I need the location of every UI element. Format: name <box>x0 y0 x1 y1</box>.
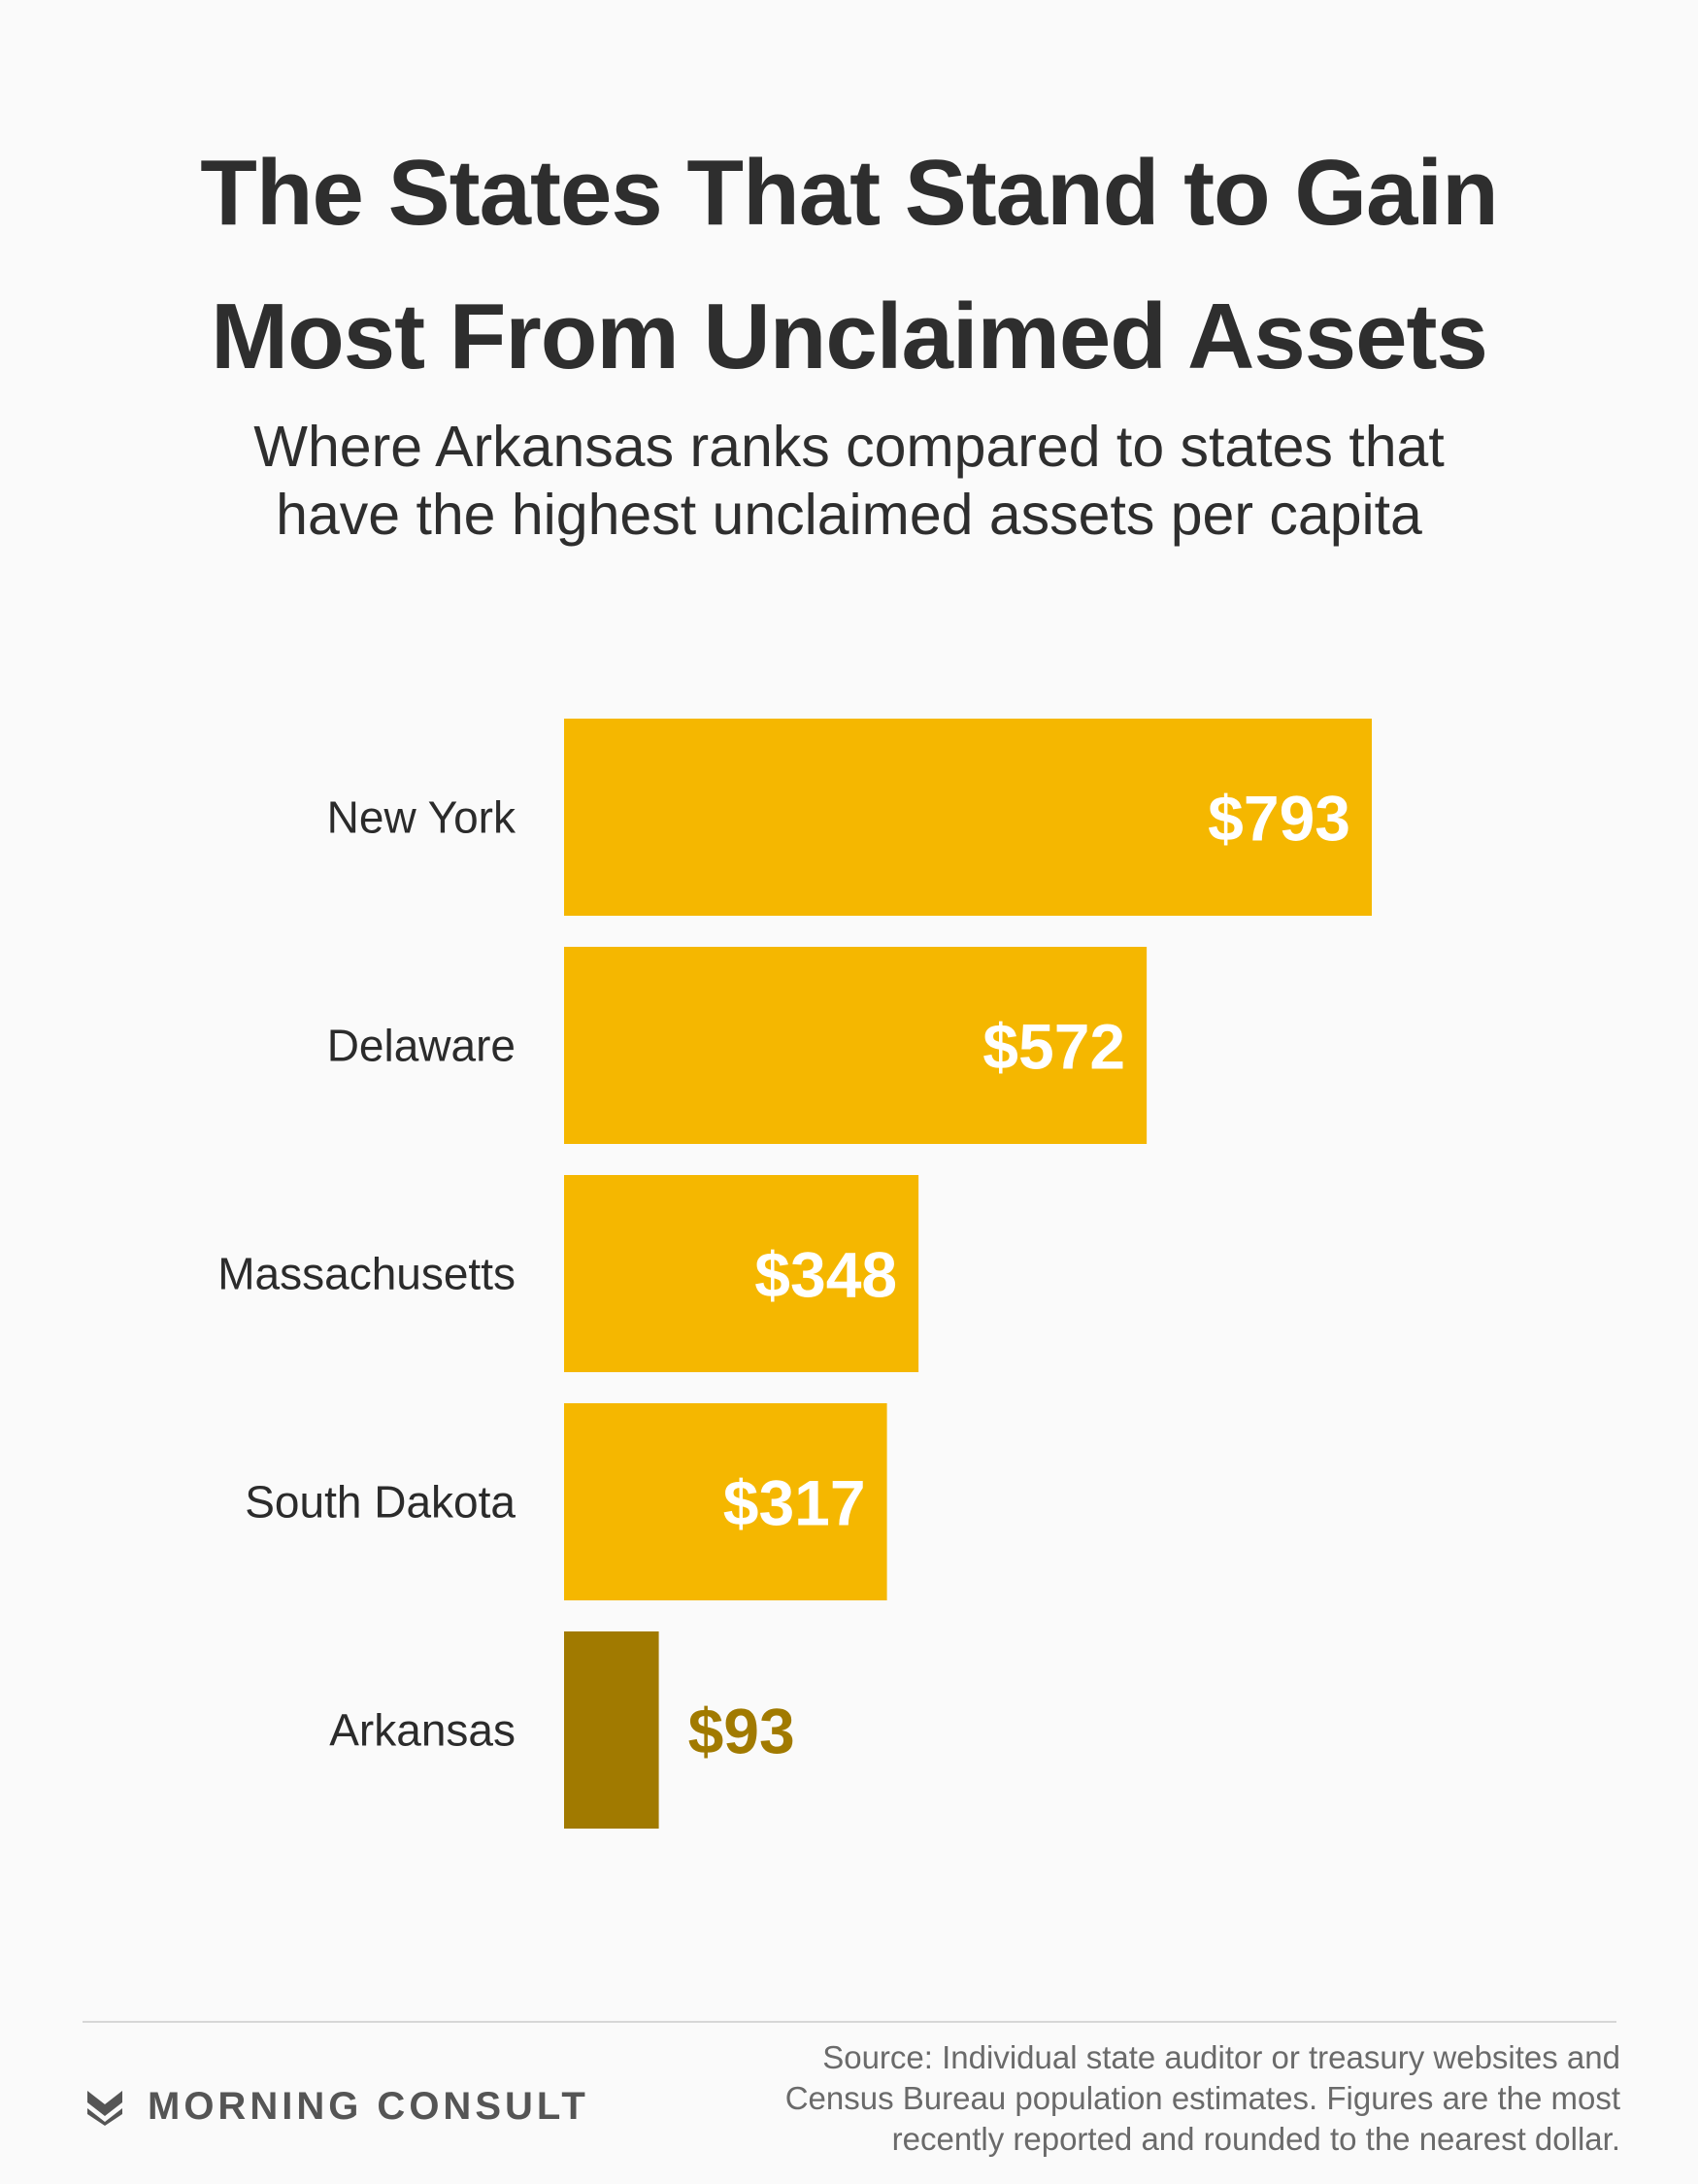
bar-delaware <box>564 947 1148 1144</box>
data-label: $93 <box>688 1696 795 1767</box>
footer-divider <box>83 2021 1616 2023</box>
bar-arkansas <box>564 1631 659 1829</box>
category-label: New York <box>327 792 516 843</box>
category-label: Arkansas <box>329 1705 516 1756</box>
source-line-2: Census Bureau population estimates. Figu… <box>784 2080 1620 2116</box>
chart-subtitle-line-1: Where Arkansas ranks compared to states … <box>253 415 1445 479</box>
bar-new-york <box>564 719 1372 916</box>
source-note: Source: Individual state auditor or trea… <box>688 2037 1620 2160</box>
chart-subtitle-line-2: have the highest unclaimed assets per ca… <box>276 483 1422 547</box>
category-label: Delaware <box>327 1021 516 1071</box>
chart-subtitle: Where Arkansas ranks compared to states … <box>0 413 1698 549</box>
data-label: $572 <box>982 1011 1125 1083</box>
chart-title-line-2: Most From Unclaimed Assets <box>211 285 1488 388</box>
category-label: Massachusetts <box>217 1249 516 1299</box>
chart-title-line-1: The States That Stand to Gain <box>200 141 1498 245</box>
chart-title: The States That Stand to Gain Most From … <box>0 121 1698 409</box>
data-label: $317 <box>723 1467 866 1539</box>
data-label: $348 <box>754 1239 897 1311</box>
brand-name: MORNING CONSULT <box>148 2084 589 2128</box>
brand-logo: MORNING CONSULT <box>85 2080 589 2133</box>
category-label: South Dakota <box>245 1477 516 1528</box>
data-label: $793 <box>1208 783 1350 855</box>
bar-south-dakota <box>564 1403 887 1600</box>
source-line-3: recently reported and rounded to the nea… <box>891 2121 1620 2157</box>
source-line-1: Source: Individual state auditor or trea… <box>822 2039 1620 2075</box>
bar-massachusetts <box>564 1175 919 1372</box>
morning-consult-chevron-icon <box>87 2091 122 2126</box>
